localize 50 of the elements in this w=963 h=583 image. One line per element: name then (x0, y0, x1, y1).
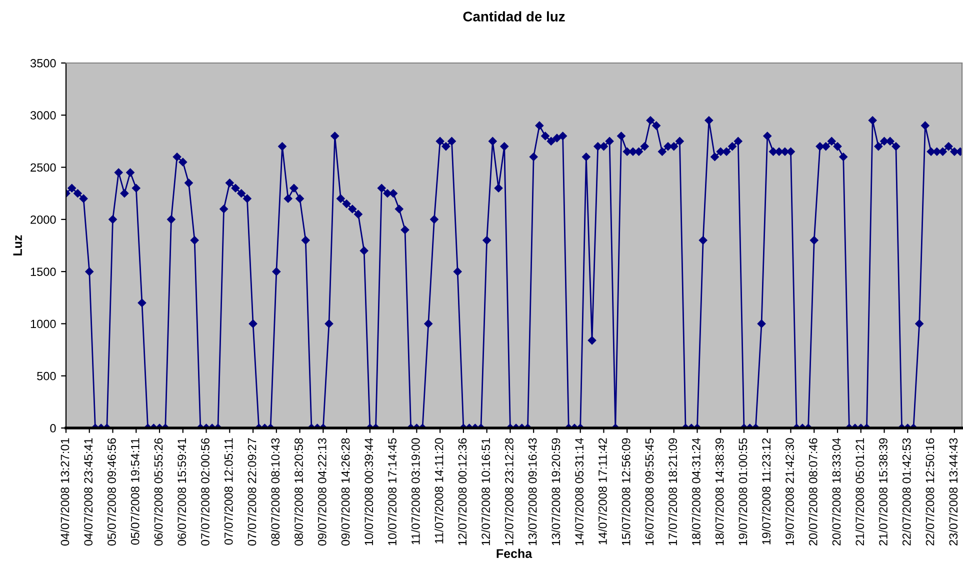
x-tick-label: 14/07/2008 17:11:42 (598, 438, 607, 544)
chart-title: Cantidad de luz (463, 11, 565, 22)
x-tick-label: 10/07/2008 00:39:44 (364, 438, 374, 546)
x-tick-label: 16/07/2008 09:55:45 (644, 438, 654, 546)
y-tick-label: 2500 (30, 163, 56, 172)
x-tick-label: 13/07/2008 19:20:59 (551, 438, 560, 546)
x-tick-label: 17/07/2008 18:21:09 (668, 438, 678, 546)
x-tick-label: 08/07/2008 18:20:58 (294, 438, 303, 546)
x-axis-title: Fecha (496, 548, 532, 558)
x-tick-label: 18/07/2008 04:31:24 (692, 438, 700, 546)
x-tick-label: 21/07/2008 15:38:39 (878, 438, 888, 546)
x-tick-label: 23/07/2008 13:44:43 (948, 438, 958, 546)
x-tick-label: 05/07/2008 19:54:11 (130, 438, 140, 545)
x-tick-label: 22/07/2008 12:50:16 (926, 438, 934, 546)
x-tick-label: 13/07/2008 09:16:43 (528, 438, 537, 546)
y-tick-label: 1500 (30, 268, 56, 276)
x-tick-label: 08/07/2008 08:10:43 (270, 438, 280, 546)
x-tick-label: 19/07/2008 21:42:30 (785, 438, 794, 546)
y-tick-label: 1000 (30, 320, 56, 328)
x-tick-label: 11/07/2008 14:11:20 (434, 438, 444, 544)
y-tick-label: 3500 (30, 59, 56, 68)
y-tick-label: 0 (50, 424, 56, 432)
x-tick-label: 07/07/2008 22:09:27 (248, 438, 256, 546)
x-tick-label: 10/07/2008 17:14:45 (388, 438, 396, 546)
x-tick-label: 04/07/2008 13:27:01 (60, 438, 70, 546)
x-tick-label: 06/07/2008 05:55:26 (154, 438, 163, 546)
x-tick-label: 05/07/2008 09:46:56 (107, 438, 116, 546)
x-tick-label: 04/07/2008 23:45:41 (84, 438, 93, 546)
x-tick-label: 09/07/2008 14:26:28 (341, 438, 350, 546)
x-tick-label: 09/07/2008 04:22:13 (318, 438, 326, 546)
x-tick-label: 06/07/2008 15:59:41 (177, 438, 186, 546)
x-tick-label: 20/07/2008 18:33:04 (832, 438, 841, 546)
x-tick-label: 19/07/2008 11:23:12 (762, 438, 771, 544)
y-tick-label: 3000 (30, 111, 56, 120)
y-axis-title: Luz (13, 235, 22, 256)
x-tick-label: 15/07/2008 12:56:09 (622, 438, 630, 546)
x-tick-label: 12/07/2008 10:16:51 (481, 438, 490, 546)
x-tick-label: 07/07/2008 02:00:56 (200, 438, 210, 546)
x-tick-label: 19/07/2008 01:00:55 (738, 438, 748, 546)
x-tick-label: 07/07/2008 12:05:11 (224, 438, 233, 545)
y-tick-label: 2000 (30, 215, 56, 224)
x-tick-label: 12/07/2008 23:12:28 (504, 438, 514, 546)
x-tick-label: 12/07/2008 00:12:36 (458, 438, 467, 546)
x-tick-label: 22/07/2008 01:42:53 (902, 438, 911, 546)
x-tick-label: 20/07/2008 08:07:46 (808, 438, 818, 546)
x-tick-label: 14/07/2008 05:31:14 (574, 438, 584, 546)
x-tick-label: 21/07/2008 05:01:21 (855, 438, 864, 546)
y-tick-label: 500 (37, 372, 56, 380)
x-tick-label: 18/07/2008 14:38:39 (715, 438, 724, 546)
x-tick-label: 11/07/2008 03:19:00 (411, 438, 420, 544)
